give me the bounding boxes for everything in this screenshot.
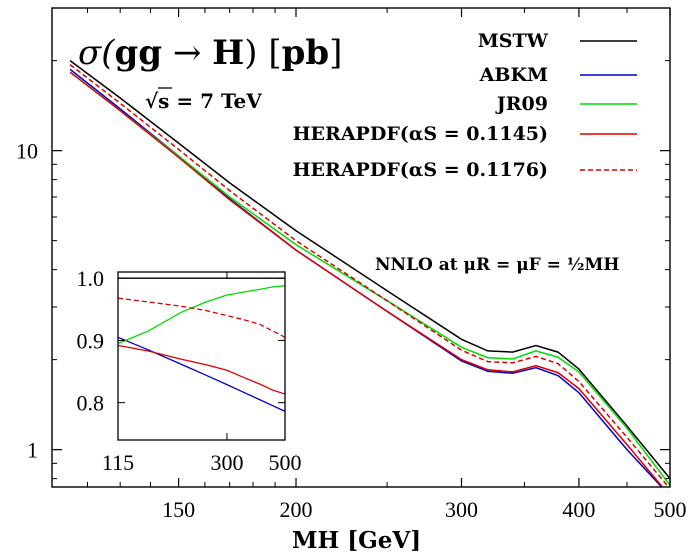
inset-x-tick-label-1: 300: [210, 450, 243, 475]
main-x-axis: 150 200 300 400 500: [87, 8, 687, 522]
main-series-line-2: [69, 71, 670, 486]
inset-plot: [118, 272, 285, 440]
legend: MSTW ABKM JR09 HERAPDF(αS = 0.1145) HERAPDF(…: [293, 30, 637, 181]
inset-y-tick-label-0: 0.8: [77, 391, 105, 416]
main-plot-frame: [51, 7, 671, 488]
inset-background: [118, 272, 285, 440]
inset-frame: [117, 271, 286, 441]
x-axis-label: MH [GeV]: [292, 527, 421, 554]
inset-y-axis: 0.8 0.9 1.0: [77, 266, 285, 416]
inset-series-line-2: [118, 285, 285, 345]
y-tick-label-1: 10: [16, 139, 38, 164]
main-series-line-4: [69, 64, 670, 487]
inset-x-axis: 115 300 500: [102, 272, 302, 475]
x-tick-label-3: 400: [562, 497, 595, 522]
chart-title: σ(gg → H) [pb]: [78, 33, 342, 73]
inset-y-tick-label-2: 1.0: [77, 266, 105, 291]
y-tick-label-0: 1: [27, 438, 38, 463]
main-series-group: [69, 59, 670, 487]
main-series-line-0: [69, 59, 670, 480]
x-tick-label-2: 300: [445, 497, 478, 522]
x-tick-label-4: 500: [654, 497, 687, 522]
x-tick-label-1: 200: [280, 497, 313, 522]
legend-label-2: JR09: [495, 93, 548, 115]
inset-x-tick-label-2: 500: [269, 450, 302, 475]
legend-label-0: MSTW: [478, 30, 549, 52]
chart-annotation: NNLO at μR = μF = ½MH: [375, 255, 619, 275]
inset-series-line-4: [118, 297, 285, 338]
legend-label-4: HERAPDF(αS = 0.1176): [293, 159, 548, 181]
inset-frame-rect: [117, 271, 286, 441]
main-y-axis: 1 10: [16, 7, 670, 480]
main-frame-rect: [51, 7, 671, 488]
main-series-line-3: [69, 71, 664, 487]
inset-series-line-1: [118, 336, 285, 412]
chart-subtitle: √s = 7 TeV: [145, 89, 262, 113]
x-tick-label-0: 150: [162, 497, 195, 522]
inset-y-tick-label-1: 0.9: [77, 328, 105, 353]
inset-x-tick-label-0: 115: [102, 450, 134, 475]
legend-label-3: HERAPDF(αS = 0.1145): [293, 123, 548, 145]
inset-series-line-3: [118, 344, 285, 395]
legend-label-1: ABKM: [479, 64, 548, 86]
